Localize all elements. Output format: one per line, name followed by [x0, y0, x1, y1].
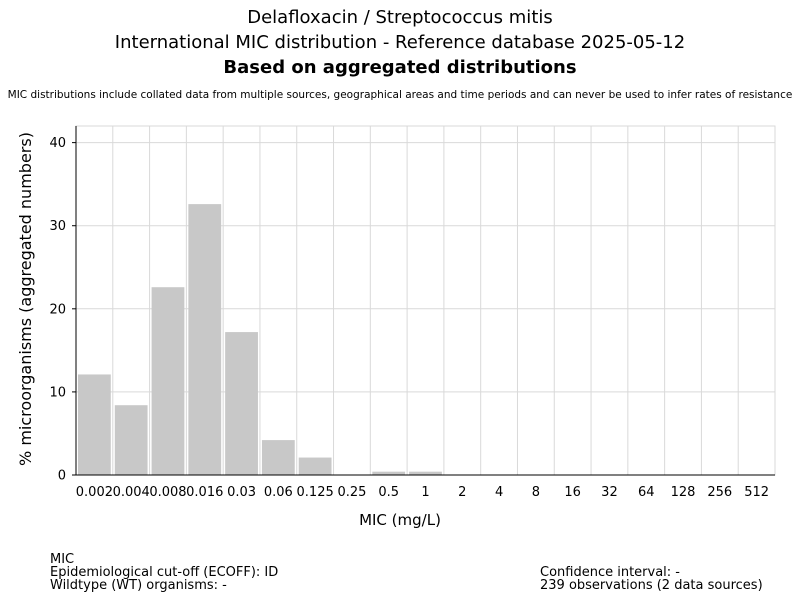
y-axis-label: % microorganisms (aggregated numbers) — [16, 132, 35, 466]
footer-wildtype: Wildtype (WT) organisms: - — [50, 578, 227, 593]
y-tick-label: 40 — [49, 136, 66, 151]
x-tick-label: 128 — [671, 485, 696, 500]
disclaimer-note: MIC distributions include collated data … — [7, 89, 793, 101]
bar-0.125 — [298, 457, 332, 475]
bar-0.016 — [188, 204, 222, 475]
x-tick-label: 0.016 — [186, 485, 223, 500]
footer-observations: 239 observations (2 data sources) — [540, 578, 763, 593]
x-tick-label: 0.03 — [227, 485, 256, 500]
footer-right: Confidence interval: - 239 observations … — [540, 566, 763, 592]
footer-ecoff: Epidemiological cut-off (ECOFF): ID — [50, 565, 279, 580]
x-tick-label: 4 — [495, 485, 503, 500]
chart-title: Delafloxacin / Streptococcus mitis — [247, 7, 553, 28]
chart-subtitle: International MIC distribution - Referen… — [114, 32, 686, 53]
y-tick-label: 0 — [58, 469, 66, 484]
bar-0.002 — [78, 374, 111, 475]
footer-left: MIC Epidemiological cut-off (ECOFF): ID … — [50, 553, 278, 592]
x-tick-label: 0.5 — [378, 485, 399, 500]
bar-0.008 — [151, 287, 185, 475]
x-tick-label: 0.004 — [113, 485, 150, 500]
x-tick-label: 512 — [744, 485, 769, 500]
x-tick-label: 1 — [421, 485, 429, 500]
bar-1 — [409, 471, 442, 475]
bars — [78, 204, 442, 475]
footer-confidence-interval: Confidence interval: - — [540, 565, 680, 580]
bar-0.004 — [114, 405, 148, 475]
y-tick-label: 20 — [49, 302, 66, 317]
x-tick-label: 32 — [601, 485, 618, 500]
grid — [75, 125, 776, 476]
x-tick-label: 0.25 — [337, 485, 366, 500]
x-tick-label: 16 — [564, 485, 581, 500]
y-tick-label: 30 — [49, 219, 66, 234]
x-tick-label: 0.002 — [76, 485, 113, 500]
footer-mic-label: MIC — [50, 552, 75, 567]
x-tick-label: 0.125 — [297, 485, 334, 500]
x-tick-label: 64 — [638, 485, 655, 500]
bar-0.03 — [225, 332, 258, 475]
x-tick-label: 256 — [707, 485, 732, 500]
axes — [72, 126, 775, 476]
y-tick-label: 10 — [49, 385, 66, 400]
bar-0.06 — [261, 440, 295, 475]
bar-0.5 — [372, 471, 406, 475]
y-tick-labels: 0 10 20 30 40 — [49, 136, 66, 483]
x-axis-label: MIC (mg/L) — [359, 511, 441, 529]
x-tick-label: 0.06 — [264, 485, 293, 500]
chart-subtitle-bold: Based on aggregated distributions — [223, 57, 577, 78]
x-tick-labels: 0.002 0.004 0.008 0.016 0.03 0.06 0.125 0.25 0.5… — [76, 485, 769, 500]
x-tick-label: 0.008 — [149, 485, 186, 500]
x-tick-label: 8 — [532, 485, 540, 500]
x-tick-label: 2 — [458, 485, 466, 500]
